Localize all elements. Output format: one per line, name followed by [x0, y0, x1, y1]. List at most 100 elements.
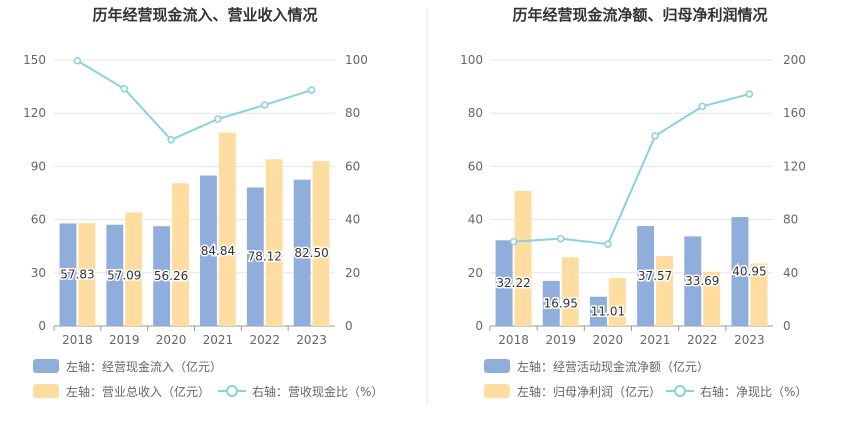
legend-label: 左轴：经营现金流入（亿元） [66, 359, 222, 374]
legend[interactable]: 左轴：经营活动现金流净额（亿元） 左轴：归母净利润（亿元） 右轴：净现比（%） [484, 359, 807, 399]
x-axis-tick-label: 2022 [687, 333, 718, 347]
right-axis-tick-label: 120 [783, 159, 806, 173]
legend-item-line[interactable]: 右轴：净现比（%） [666, 384, 807, 399]
right-axis-ticks: 0 20 40 60 80 100 [345, 53, 368, 333]
ratio-line [513, 93, 750, 246]
bar-data-label: 78.12 [248, 250, 282, 264]
left-axis-tick-label: 80 [468, 106, 483, 120]
legend-swatch [484, 384, 510, 398]
bar-secondary[interactable] [514, 190, 532, 326]
ratio-point[interactable] [557, 234, 565, 243]
ratio-line [76, 59, 312, 142]
bar-secondary[interactable] [750, 263, 768, 326]
bar-data-label: 32.22 [496, 276, 530, 290]
bar-primary[interactable] [637, 226, 655, 326]
bar-secondary[interactable] [125, 212, 143, 326]
bar-secondary[interactable] [78, 223, 96, 326]
ratio-point[interactable] [307, 86, 316, 94]
left-axis-tick-label: 60 [468, 159, 483, 173]
legend-item-bar-primary[interactable]: 左轴：经营现金流入（亿元） [33, 359, 222, 374]
legend-item-bar-secondary[interactable]: 左轴：营业总收入（亿元） [33, 384, 210, 399]
x-axis-tick-label: 2019 [109, 333, 140, 347]
ratio-point[interactable] [604, 240, 612, 248]
legend-label: 右轴：营收现金比（%） [252, 384, 383, 399]
bar-secondary[interactable] [265, 159, 283, 326]
x-axis-tick-label: 2018 [62, 333, 93, 347]
left-axis-tick-label: 100 [460, 53, 483, 67]
ratio-point[interactable] [73, 57, 82, 65]
left-axis-tick-label: 0 [38, 319, 46, 333]
bar-primary[interactable] [542, 280, 560, 326]
ratio-point[interactable] [214, 115, 222, 123]
bar-primary[interactable] [153, 226, 171, 326]
left-axis-tick-label: 40 [468, 213, 483, 227]
bar-primary[interactable] [495, 240, 513, 326]
bar-series [59, 132, 330, 326]
right-axis-tick-label: 160 [783, 106, 806, 120]
legend-item-bar-primary[interactable]: 左轴：经营活动现金流净额（亿元） [484, 359, 709, 374]
right-axis-tick-label: 0 [345, 319, 353, 333]
bar-secondary[interactable] [172, 183, 189, 326]
right-axis-tick-label: 0 [783, 319, 791, 333]
ratio-point[interactable] [120, 84, 128, 93]
left-axis-tick-label: 90 [31, 159, 46, 173]
bar-primary[interactable] [293, 179, 311, 326]
bar-series [495, 190, 768, 326]
bar-data-label: 57.09 [107, 268, 141, 282]
x-axis-tick-label: 2020 [593, 333, 624, 347]
bar-primary[interactable] [59, 223, 77, 326]
ratio-point[interactable] [261, 101, 269, 109]
x-axis-tick-label: 2021 [640, 333, 671, 347]
legend-item-line[interactable]: 右轴：营收现金比（%） [218, 384, 383, 399]
legend-label: 右轴：净现比（%） [700, 384, 807, 399]
bar-secondary[interactable] [312, 161, 330, 326]
left-axis-tick-label: 120 [23, 106, 46, 120]
legend-swatch [33, 359, 59, 373]
bar-secondary[interactable] [561, 257, 579, 326]
left-axis-tick-label: 20 [468, 266, 483, 280]
legend-label: 左轴：经营活动现金流净额（亿元） [517, 359, 709, 374]
chart-title: 历年经营现金流入、营业收入情况 [92, 6, 317, 24]
bar-data-label: 40.95 [732, 265, 766, 279]
left-axis-tick-label: 30 [31, 266, 46, 280]
left-axis-ticks: 0 20 40 60 80 100 [460, 53, 483, 333]
legend-swatch [33, 384, 59, 398]
right-axis-ticks: 0 40 80 120 160 200 [783, 53, 806, 333]
ratio-point[interactable] [651, 132, 659, 140]
ratio-point[interactable] [167, 136, 175, 144]
ratio-point[interactable] [509, 237, 518, 246]
left-axis-tick-label: 150 [23, 53, 46, 67]
bar-primary[interactable] [200, 175, 217, 326]
legend-swatch [484, 359, 510, 373]
chart-net-cash-profit: 历年经营现金流净额、归母净利润情况 0 20 40 60 80 100 0 40 80 120 1… [460, 6, 807, 399]
right-axis-tick-label: 200 [783, 53, 806, 67]
right-axis-tick-label: 40 [783, 266, 798, 280]
legend[interactable]: 左轴：经营现金流入（亿元） 左轴：营业总收入（亿元） 右轴：营收现金比（%） [33, 359, 383, 399]
bar-primary[interactable] [106, 224, 124, 326]
bar-data-label: 37.57 [638, 269, 672, 283]
bar-primary[interactable] [684, 236, 702, 326]
bar-secondary[interactable] [218, 132, 236, 326]
right-axis-tick-label: 80 [783, 213, 798, 227]
ratio-point[interactable] [745, 90, 754, 98]
chart-cash-inflow-revenue: 历年经营现金流入、营业收入情况 0 30 60 90 120 150 0 20 40 60 80 1… [23, 6, 383, 399]
legend-marker-icon [226, 385, 238, 397]
bar-primary[interactable] [731, 217, 749, 326]
bar-secondary[interactable] [703, 271, 721, 326]
left-axis-tick-label: 60 [31, 213, 46, 227]
bar-data-label: 16.95 [544, 296, 578, 310]
ratio-point[interactable] [698, 102, 706, 111]
x-axis-tick-label: 2023 [734, 333, 765, 347]
x-axis-tick-label: 2021 [203, 333, 234, 347]
legend-item-bar-secondary[interactable]: 左轴：归母净利润（亿元） [484, 384, 661, 399]
bar-primary[interactable] [246, 187, 264, 326]
legend-label: 左轴：归母净利润（亿元） [517, 384, 661, 399]
x-axis-tick-label: 2018 [498, 333, 529, 347]
bar-primary[interactable] [589, 296, 607, 326]
bar-secondary[interactable] [656, 256, 674, 326]
bar-secondary[interactable] [608, 278, 626, 326]
legend-marker-icon [674, 385, 686, 397]
bar-data-label: 82.50 [294, 246, 328, 260]
legend-label: 左轴：营业总收入（亿元） [66, 384, 210, 399]
